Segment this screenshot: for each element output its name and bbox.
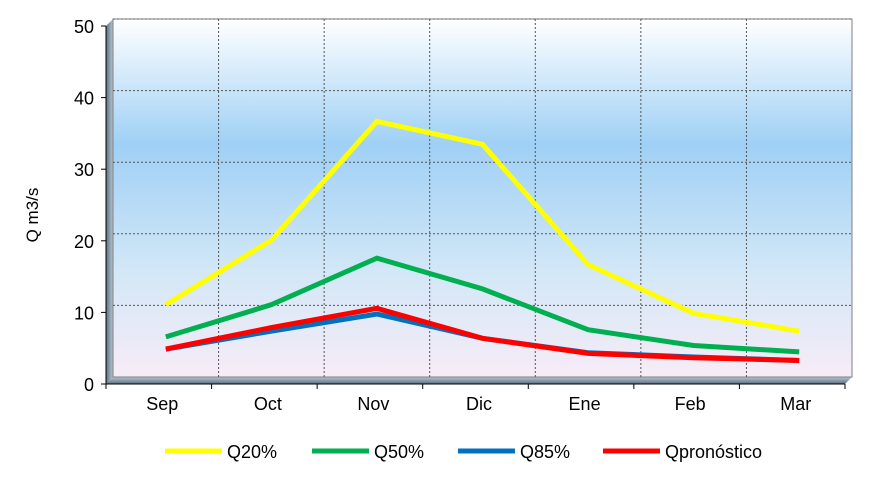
plot-left-wall bbox=[106, 19, 113, 384]
legend-label: Qpronóstico bbox=[665, 442, 762, 462]
series-lines bbox=[164, 118, 800, 363]
x-tick-label: Dic bbox=[466, 394, 492, 414]
plot-floor bbox=[106, 377, 852, 384]
y-tick-label: 0 bbox=[84, 375, 94, 395]
y-tick-label: 20 bbox=[74, 232, 94, 252]
legend-label: Q20% bbox=[227, 442, 277, 462]
x-tick-label: Sep bbox=[146, 394, 178, 414]
y-tick-label: 30 bbox=[74, 160, 94, 180]
y-axis: 0 10 20 30 40 50 bbox=[74, 17, 107, 395]
y-tick-label: 10 bbox=[74, 303, 94, 323]
x-tick-label: Ene bbox=[569, 394, 601, 414]
y-tick-label: 40 bbox=[74, 89, 94, 109]
gridlines bbox=[113, 18, 852, 377]
x-tick-label: Feb bbox=[675, 394, 706, 414]
y-axis-label: Q m3/s bbox=[23, 188, 42, 243]
x-tick-label: Oct bbox=[254, 394, 282, 414]
legend-label: Q50% bbox=[374, 442, 424, 462]
series-line bbox=[164, 118, 800, 334]
series-line bbox=[165, 255, 800, 355]
legend: Q20% Q50% Q85% Qpronóstico bbox=[165, 442, 762, 462]
plot-area bbox=[106, 18, 853, 384]
series-line bbox=[165, 305, 800, 363]
x-tick-label: Nov bbox=[357, 394, 389, 414]
x-tick-label: Mar bbox=[780, 394, 811, 414]
x-axis: Sep Oct Nov Dic Ene Feb Mar bbox=[105, 383, 846, 414]
y-tick-label: 50 bbox=[74, 17, 94, 37]
legend-label: Q85% bbox=[520, 442, 570, 462]
